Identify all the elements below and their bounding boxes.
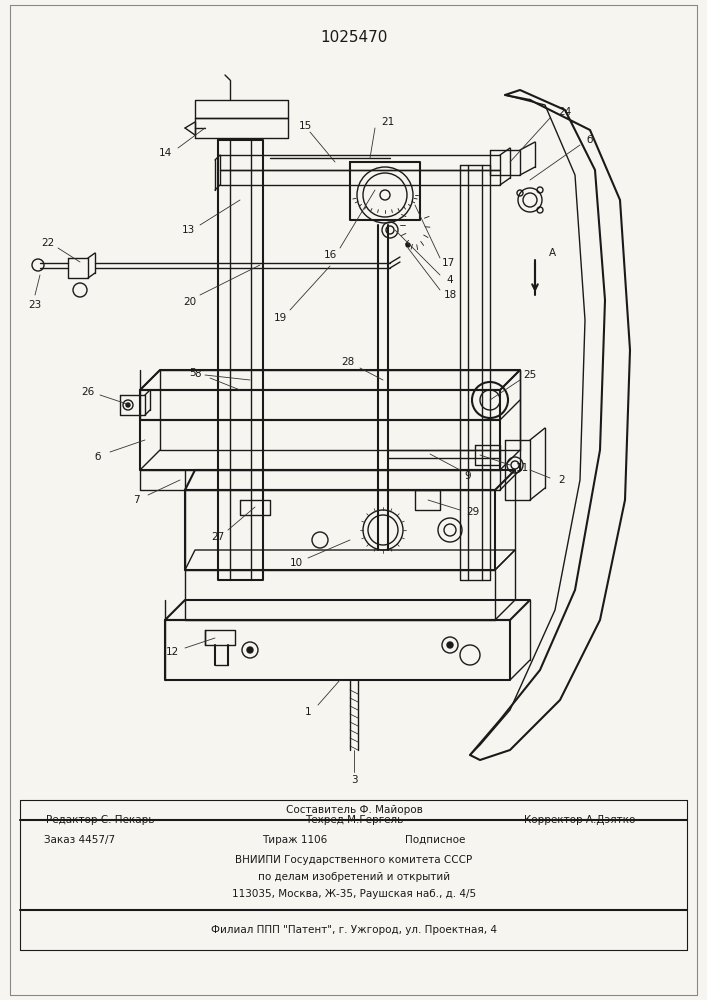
Text: 23: 23 [28, 300, 42, 310]
Text: 11: 11 [515, 463, 529, 473]
Text: 16: 16 [323, 250, 337, 260]
Text: по делам изобретений и открытий: по делам изобретений и открытий [258, 872, 450, 882]
Circle shape [406, 243, 410, 247]
Circle shape [126, 403, 130, 407]
Text: Заказ 4457/7: Заказ 4457/7 [45, 835, 115, 845]
Text: Редактор С. Пекарь: Редактор С. Пекарь [46, 815, 154, 825]
Text: 3: 3 [351, 775, 357, 785]
Text: 18: 18 [443, 290, 457, 300]
Text: A: A [549, 248, 556, 258]
Text: Тираж 1106: Тираж 1106 [262, 835, 327, 845]
Text: 26: 26 [81, 387, 95, 397]
Text: 9: 9 [464, 471, 472, 481]
Text: Составитель Ф. Майоров: Составитель Ф. Майоров [286, 805, 423, 815]
Text: 22: 22 [42, 238, 54, 248]
Circle shape [247, 647, 253, 653]
Circle shape [447, 642, 453, 648]
Text: 8: 8 [194, 369, 201, 379]
Text: 29: 29 [467, 507, 479, 517]
Text: ВНИИПИ Государственного комитета СССР: ВНИИПИ Государственного комитета СССР [235, 855, 472, 865]
Text: Техред М.Гергель: Техред М.Гергель [305, 815, 403, 825]
Text: 25: 25 [523, 370, 537, 380]
Text: Корректор А.Дэятко: Корректор А.Дэятко [525, 815, 636, 825]
Text: 28: 28 [341, 357, 355, 367]
Text: 14: 14 [158, 148, 172, 158]
Text: б: б [95, 452, 101, 462]
Text: Подписное: Подписное [405, 835, 465, 845]
Text: 20: 20 [183, 297, 197, 307]
Text: 1: 1 [305, 707, 311, 717]
Text: 2: 2 [559, 475, 566, 485]
Text: 15: 15 [298, 121, 312, 131]
Text: 24: 24 [559, 107, 572, 117]
Text: Филиал ППП "Патент", г. Ужгород, ул. Проектная, 4: Филиал ППП "Патент", г. Ужгород, ул. Про… [211, 925, 497, 935]
Text: 27: 27 [211, 532, 225, 542]
Text: 17: 17 [441, 258, 455, 268]
Text: 1025470: 1025470 [320, 30, 387, 45]
Text: 7: 7 [133, 495, 139, 505]
Text: 4: 4 [447, 275, 453, 285]
Text: 21: 21 [381, 117, 395, 127]
Text: б: б [587, 135, 593, 145]
Text: 113035, Москва, Ж-35, Раушская наб., д. 4/5: 113035, Москва, Ж-35, Раушская наб., д. … [232, 889, 476, 899]
Text: 5: 5 [189, 368, 197, 378]
Text: 13: 13 [182, 225, 194, 235]
Text: 10: 10 [289, 558, 303, 568]
Text: 12: 12 [165, 647, 179, 657]
Text: 19: 19 [274, 313, 286, 323]
